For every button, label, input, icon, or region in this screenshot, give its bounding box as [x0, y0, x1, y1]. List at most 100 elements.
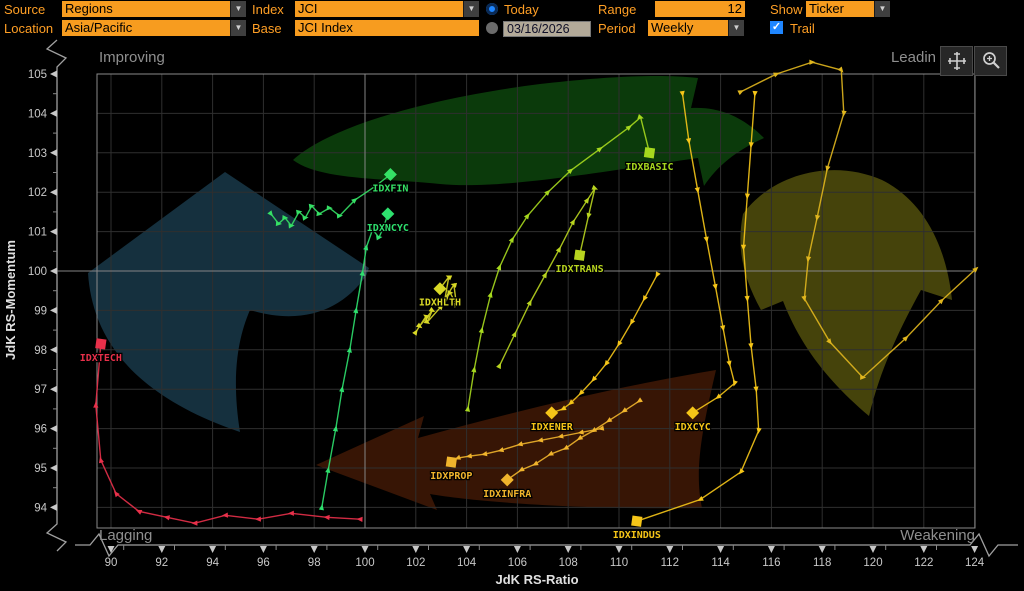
chevron-down-icon[interactable]: ▼: [230, 20, 246, 36]
marker-IDXTECH[interactable]: [95, 338, 107, 350]
quadrant-label-leading: Leadin: [891, 49, 936, 66]
marker-IDXFIN[interactable]: [383, 167, 397, 181]
x-tick-label: 118: [813, 557, 831, 569]
x-tick-label: 102: [406, 557, 425, 569]
x-tick-label: 122: [914, 557, 933, 569]
trail-line: [93, 343, 363, 526]
toolbar-row-2: Location Asia/Pacific ▼ Base JCI Index 0…: [0, 19, 1024, 38]
marker-IDXINDUS[interactable]: [631, 515, 643, 527]
x-tick: [869, 546, 877, 553]
show-label: Show: [770, 2, 803, 17]
period-dropdown[interactable]: Weekly: [648, 20, 732, 36]
x-tick: [412, 546, 420, 553]
today-radio[interactable]: [486, 3, 498, 15]
ticker-label-IDXINFRA: IDXINFRA: [483, 489, 531, 500]
x-tick-label: 108: [559, 557, 578, 569]
x-tick: [310, 546, 318, 553]
marker-IDXINFRA[interactable]: [500, 473, 514, 487]
y-tick: [50, 346, 57, 354]
y-tick-label: 94: [34, 502, 47, 514]
ticker-label-IDXENER: IDXENER: [531, 422, 574, 433]
x-tick-label: 114: [711, 557, 730, 569]
x-tick-label: 100: [355, 557, 374, 569]
trail-line: [506, 397, 643, 481]
chevron-down-icon[interactable]: ▼: [463, 1, 479, 17]
x-tick: [971, 546, 979, 553]
x-tick-label: 90: [105, 557, 118, 569]
marker-IDXBASIC[interactable]: [643, 147, 656, 159]
y-tick-label: 100: [28, 266, 47, 278]
today-label: Today: [504, 2, 539, 17]
y-tick-label: 103: [28, 148, 47, 160]
series-IDXTECH: IDXTECH: [79, 338, 363, 526]
trail-line: [496, 184, 599, 370]
x-tick-label: 92: [155, 557, 168, 569]
period-label: Period: [598, 21, 636, 36]
zoom-in-button[interactable]: [974, 46, 1007, 76]
x-tick: [361, 546, 369, 553]
ticker-label-IDXFIN: IDXFIN: [372, 183, 408, 194]
toolbar-row-1: Source Regions ▼ Index JCI ▼ Today Range…: [0, 0, 1024, 19]
index-label: Index: [252, 2, 284, 17]
chevron-down-icon[interactable]: ▼: [728, 20, 744, 36]
x-tick-label: 110: [610, 557, 628, 569]
x-tick-label: 94: [206, 557, 219, 569]
marker-IDXHLTH[interactable]: [433, 282, 447, 296]
ticker-label-IDXTECH: IDXTECH: [80, 353, 122, 364]
y-tick-label: 104: [28, 108, 48, 120]
y-tick-label: 105: [28, 69, 47, 81]
marker-IDXCYC[interactable]: [686, 406, 700, 420]
toolbar: Source Regions ▼ Index JCI ▼ Today Range…: [0, 0, 1024, 38]
trail-line: [318, 213, 389, 511]
y-tick-label: 101: [28, 227, 47, 239]
ticker-label-IDXBASIC: IDXBASIC: [625, 162, 673, 173]
marker-IDXTRANS[interactable]: [573, 249, 586, 261]
rrg-chart[interactable]: 90 92 94 96 98 100 102 104 106 108 110 112 114 116 118…: [0, 38, 1024, 591]
x-tick-label: 104: [457, 557, 477, 569]
y-axis-title: JdK RS-Momentum: [3, 240, 18, 360]
ticker-label-IDXHLTH: IDXHLTH: [419, 298, 461, 309]
y-tick-label: 102: [28, 187, 47, 199]
chevron-down-icon[interactable]: ▼: [874, 1, 890, 17]
y-tick: [50, 188, 57, 196]
trail-checkbox[interactable]: ✓: [770, 21, 783, 34]
y-tick: [50, 385, 57, 393]
source-dropdown[interactable]: Regions: [62, 1, 234, 17]
y-tick-label: 96: [34, 424, 47, 436]
ticker-label-IDXPROP: IDXPROP: [430, 471, 472, 482]
y-axis-line: [45, 39, 68, 552]
show-dropdown[interactable]: Ticker: [806, 1, 878, 17]
y-tick: [50, 267, 57, 275]
x-axis-line: [75, 532, 1018, 558]
trail-line: [412, 275, 460, 336]
series-unlabeled: [737, 59, 979, 380]
chevron-down-icon[interactable]: ▼: [230, 1, 246, 17]
improving-arrow: [88, 172, 369, 432]
crosshair-move-icon: [947, 52, 966, 70]
date-input[interactable]: 03/16/2026: [503, 21, 591, 37]
index-dropdown[interactable]: JCI: [295, 1, 467, 17]
x-axis-title: JdK RS-Ratio: [495, 572, 578, 587]
date-radio[interactable]: [486, 22, 498, 34]
y-tick: [50, 464, 57, 472]
y-tick: [50, 503, 57, 511]
range-input[interactable]: 12: [655, 1, 745, 17]
series-IDXPROP: IDXPROP: [429, 425, 605, 483]
base-input[interactable]: JCI Index: [295, 20, 479, 36]
x-tick: [666, 546, 674, 553]
x-tick-label: 98: [308, 557, 321, 569]
marker-IDXNCYC[interactable]: [381, 207, 395, 221]
marker-IDXPROP[interactable]: [445, 456, 458, 468]
series-IDXFIN: IDXFIN: [267, 167, 410, 229]
source-label: Source: [4, 2, 46, 17]
y-tick: [50, 70, 57, 78]
x-tick: [564, 546, 572, 553]
y-tick-label: 98: [34, 345, 47, 357]
location-dropdown[interactable]: Asia/Pacific: [62, 20, 234, 36]
series-IDXINFRA: IDXINFRA: [482, 397, 643, 501]
crosshair-move-button[interactable]: [940, 46, 973, 76]
x-tick: [767, 546, 775, 553]
location-label: Location: [4, 21, 54, 36]
quadrant-label-weakening: Weakening: [900, 527, 975, 544]
